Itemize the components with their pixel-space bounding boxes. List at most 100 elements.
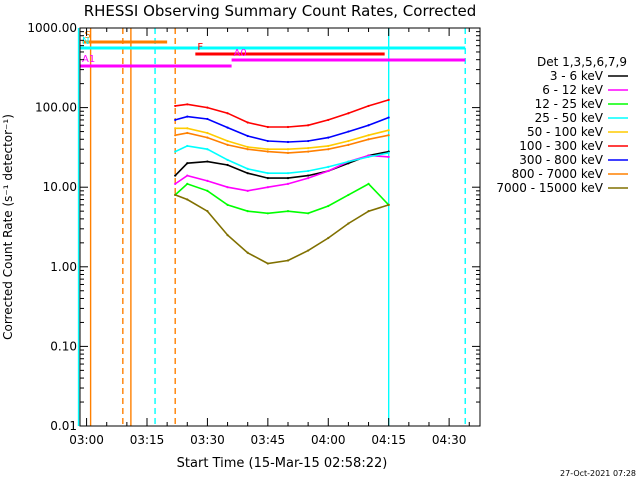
series-4-point-9 <box>347 139 350 143</box>
series-8-point-4 <box>246 251 249 254</box>
series-7-point-0 <box>174 134 177 137</box>
series-4-point-1 <box>186 127 189 130</box>
y-tick-label-1: 0.10 <box>50 339 77 353</box>
y-axis-label: Corrected Count Rate (s⁻¹ detector⁻¹) <box>1 114 15 340</box>
legend-title: Det 1,3,5,6,7,9 <box>537 55 627 69</box>
date-stamp: 27-Oct-2021 07:28 <box>560 469 636 478</box>
series-8-point-7 <box>307 249 310 252</box>
series-2-point-1 <box>186 182 189 186</box>
legend-label-3: 25 - 50 keV <box>535 111 604 125</box>
flag-label-a0: A0 <box>234 48 247 59</box>
series-4-point-11 <box>387 129 390 132</box>
series-2-point-6 <box>286 210 290 213</box>
legend-label-6: 300 - 800 keV <box>519 153 603 167</box>
series-3-point-4 <box>246 167 249 170</box>
series-3-point-7 <box>307 169 310 173</box>
series-8-point-1 <box>186 198 189 201</box>
series-8-point-0 <box>174 193 177 197</box>
flag-bars: SN F A0 A1 <box>80 30 466 68</box>
series-4-point-7 <box>307 146 310 150</box>
series-3-point-0 <box>174 150 177 153</box>
series-5-point-11 <box>387 98 390 101</box>
x-tick-label-6: 04:30 <box>432 433 467 447</box>
series-6-point-4 <box>246 134 249 138</box>
series-5-point-5 <box>266 125 269 129</box>
series-7-point-2 <box>206 136 209 139</box>
series-6-point-10 <box>367 124 370 127</box>
series-8-point-10 <box>367 210 370 213</box>
series-line-6 <box>174 115 389 143</box>
series-1-point-0 <box>174 182 177 186</box>
y-tick-label-5: 1000.00 <box>27 21 77 35</box>
series-2-point-4 <box>246 210 249 213</box>
series-3-point-10 <box>367 155 370 159</box>
series-2-point-3 <box>226 203 229 206</box>
series-4-point-3 <box>226 139 229 143</box>
series-7-point-4 <box>246 148 249 151</box>
series-5-point-0 <box>174 104 177 108</box>
x-tick-label-4: 04:00 <box>311 433 346 447</box>
series-8-point-3 <box>226 234 229 237</box>
legend-label-4: 50 - 100 keV <box>527 125 604 139</box>
series-1-point-4 <box>246 189 249 192</box>
series-7-point-5 <box>266 150 269 153</box>
flag-label-a1: A1 <box>82 54 95 65</box>
x-axis-label: Start Time (15-Mar-15 02:58:22) <box>177 456 388 471</box>
series-0-point-0 <box>174 174 177 177</box>
y-tick-label-4: 100.00 <box>35 101 77 115</box>
chart-title: RHESSI Observing Summary Count Rates, Co… <box>84 2 477 20</box>
series-6-point-6 <box>286 140 290 144</box>
series-6-point-2 <box>206 117 209 121</box>
series-2-point-5 <box>266 212 269 215</box>
axes: 0.01 0.10 1.00 10.00 100.00 1000.00 03:00 03:15… <box>27 21 480 447</box>
series-1-point-7 <box>307 177 310 180</box>
legend-label-8: 7000 - 15000 keV <box>496 181 603 195</box>
series-6-point-11 <box>387 116 390 119</box>
legend-label-0: 3 - 6 keV <box>550 69 604 83</box>
series-5-point-4 <box>246 121 249 124</box>
series-0-point-4 <box>246 172 249 175</box>
series-line-0 <box>174 150 389 179</box>
flag-label-s: S <box>85 30 91 41</box>
series-line-4 <box>175 127 389 150</box>
series-7-point-6 <box>286 151 290 154</box>
series-2-point-10 <box>367 182 370 186</box>
series-line-5 <box>175 99 389 128</box>
series-8-point-6 <box>286 259 290 262</box>
series-6-point-1 <box>186 115 189 118</box>
series-line-8 <box>174 194 389 265</box>
series-8-point-9 <box>347 222 350 225</box>
series-1-point-6 <box>286 182 290 186</box>
series-6-point-0 <box>174 118 177 122</box>
series-6-point-5 <box>266 139 269 143</box>
x-tick-label-3: 03:45 <box>251 433 286 447</box>
y-tick-label-0: 0.01 <box>50 419 77 433</box>
series-0-point-5 <box>266 177 269 180</box>
series-1-point-2 <box>206 179 209 182</box>
series-3-point-2 <box>206 148 209 151</box>
series-8-point-8 <box>327 236 330 240</box>
series-7-point-1 <box>186 131 189 135</box>
series-1-point-1 <box>186 174 189 177</box>
series-2-point-7 <box>307 212 310 215</box>
series-3-point-1 <box>186 144 189 148</box>
series-6-point-7 <box>307 139 310 143</box>
series-4-point-5 <box>266 148 269 151</box>
series-0-point-7 <box>307 174 310 177</box>
series-7-point-9 <box>347 143 350 146</box>
series-1-point-5 <box>266 186 269 189</box>
series-3-point-3 <box>226 158 229 162</box>
series-line-2 <box>174 182 390 215</box>
series-5-point-9 <box>347 112 350 115</box>
series-4-point-4 <box>246 145 249 149</box>
series-1-point-3 <box>226 186 229 189</box>
series-0-point-3 <box>226 163 229 167</box>
series-2-point-8 <box>327 204 330 208</box>
series-2-point-9 <box>347 193 350 197</box>
legend-label-1: 6 - 12 keV <box>542 83 604 97</box>
flag-label-f: F <box>197 42 203 53</box>
series-6-point-8 <box>327 136 330 139</box>
series-1-point-8 <box>327 169 330 173</box>
